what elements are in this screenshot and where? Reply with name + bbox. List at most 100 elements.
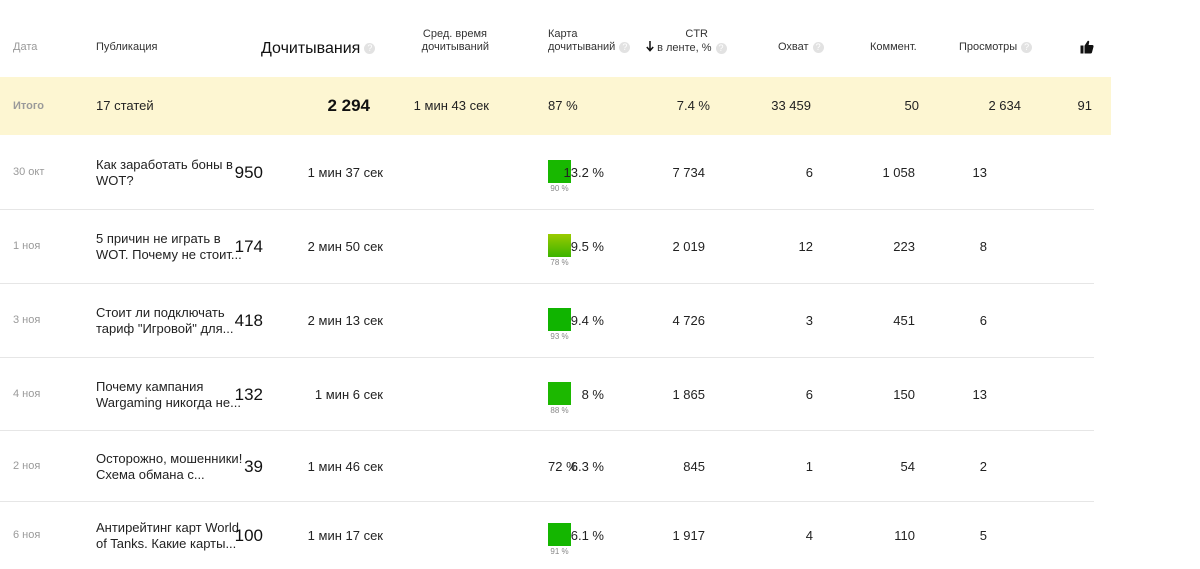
help-icon[interactable]: ?	[1021, 41, 1033, 53]
total-map: 87 %	[548, 98, 578, 113]
row-title-line1: Как заработать боны в	[96, 157, 233, 172]
row-views: 1 058	[882, 165, 915, 180]
row-likes: 13	[972, 165, 987, 180]
row-likes: 2	[979, 458, 987, 474]
header-publication[interactable]: Публикация	[96, 41, 158, 53]
row-map-percent: 78 %	[550, 258, 569, 267]
row-divider	[0, 430, 1094, 431]
row-title-line2: Wargaming никогда не...	[96, 394, 241, 410]
reading-map-thumbnail[interactable]	[548, 234, 571, 257]
header-avg-time-line2: дочитываний	[421, 41, 489, 53]
arrow-down-icon	[646, 41, 654, 52]
row-date: 4 ноя	[13, 387, 41, 400]
row-date: 30 окт	[13, 166, 45, 178]
total-publication: 17 статей	[96, 98, 154, 113]
row-map-percent: 72 %	[548, 458, 578, 474]
total-avg-time: 1 мин 43 сек	[413, 98, 489, 113]
row-comments: 12	[798, 239, 813, 254]
reading-map-thumbnail[interactable]	[548, 160, 571, 183]
header-views-label: Просмотры	[959, 41, 1018, 53]
row-reads: 418	[234, 311, 263, 330]
row-title[interactable]: Как заработать боны в WOT?	[96, 157, 261, 189]
help-icon[interactable]: ?	[619, 41, 631, 53]
row-title-line1: Осторожно, мошенники!	[96, 450, 243, 466]
reading-map-thumbnail[interactable]	[548, 522, 571, 546]
total-reach: 33 459	[771, 98, 811, 113]
help-icon[interactable]: ?	[812, 41, 824, 53]
total-likes: 91	[1077, 98, 1092, 113]
row-avg-time: 1 мин 17 сек	[307, 527, 383, 543]
row-title[interactable]: Осторожно, мошенники! Схема обмана с...	[96, 451, 261, 483]
row-avg-time: 1 мин 6 сек	[314, 386, 383, 402]
help-icon[interactable]: ?	[364, 43, 376, 55]
row-title-line1: Антирейтинг карт World	[96, 519, 239, 535]
row-avg-time: 1 мин 46 сек	[307, 458, 383, 474]
row-reach: 7 734	[672, 165, 705, 180]
header-ctr-line2: в ленте, %	[657, 42, 712, 54]
row-comments: 6	[805, 165, 813, 180]
row-ctr: 8 %	[581, 386, 604, 402]
total-views: 2 634	[988, 98, 1021, 113]
table-row[interactable]: 1 ноя 5 причин не играть в WOT. Почему не …	[0, 210, 1094, 284]
row-comments: 1	[805, 458, 813, 474]
thumbs-up-icon[interactable]	[1080, 40, 1094, 54]
row-views: 54	[900, 458, 915, 474]
header-map[interactable]: Карта дочитываний?	[548, 28, 631, 54]
header-reach-label: Охват	[778, 41, 809, 53]
table-row[interactable]: 4 ноя Почему кампания Wargaming никогда не…	[0, 358, 1094, 431]
row-map-percent: 90 %	[550, 184, 569, 193]
row-comments: 4	[805, 527, 813, 543]
row-title-line1: 5 причин не играть в	[96, 231, 221, 246]
row-title[interactable]: Антирейтинг карт World of Tanks. Какие ка…	[96, 520, 261, 552]
row-title[interactable]: 5 причин не играть в WOT. Почему не стоит…	[96, 231, 261, 263]
header-comments[interactable]: Коммент.	[870, 41, 917, 53]
row-likes: 5	[979, 527, 987, 543]
row-divider	[0, 501, 1094, 502]
total-label: Итого	[13, 100, 45, 112]
row-title[interactable]: Стоит ли подключать тариф "Игровой" для..…	[96, 305, 261, 337]
row-views: 150	[893, 386, 915, 402]
row-reach: 845	[683, 458, 705, 474]
row-reads: 39	[244, 456, 263, 476]
header-date[interactable]: Дата	[13, 41, 38, 53]
row-reach: 1 865	[672, 386, 705, 402]
row-likes: 6	[979, 313, 987, 328]
row-date: 6 ноя	[13, 528, 41, 541]
header-ctr[interactable]: CTR в ленте, %?	[646, 28, 727, 55]
total-row: Итого 17 статей 2 294 1 мин 43 сек 87 % …	[0, 77, 1111, 135]
total-ctr: 7.4 %	[676, 98, 710, 113]
table-row[interactable]: 3 ноя Стоит ли подключать тариф "Игровой" …	[0, 284, 1094, 358]
header-avg-time-line1: Сред. время	[422, 28, 487, 40]
header-map-line2: дочитываний	[548, 41, 616, 53]
row-reads: 950	[234, 163, 263, 182]
row-map-percent: 88 %	[550, 405, 569, 415]
row-reach: 4 726	[672, 313, 705, 328]
reading-map-thumbnail[interactable]	[548, 381, 571, 405]
header-reach[interactable]: Охват?	[778, 41, 824, 54]
total-comments: 50	[904, 98, 919, 113]
row-ctr: 9.4 %	[570, 313, 604, 328]
row-title-line2: WOT. Почему не стоит...	[96, 247, 242, 262]
row-reads: 174	[234, 237, 263, 256]
row-map-percent: 91 %	[550, 546, 569, 556]
header-map-line1: Карта	[548, 28, 578, 40]
row-map-percent: 93 %	[550, 332, 569, 341]
row-comments: 6	[805, 386, 813, 402]
row-title-line2: WOT?	[96, 173, 134, 188]
row-date: 3 ноя	[13, 314, 41, 326]
table-row[interactable]: 30 окт Как заработать боны в WOT? 950 1 мин …	[0, 136, 1094, 210]
row-title-line1: Стоит ли подключать	[96, 305, 225, 320]
row-reach: 2 019	[672, 239, 705, 254]
row-title-line2: of Tanks. Какие карты...	[96, 535, 237, 551]
row-avg-time: 1 мин 37 сек	[307, 165, 383, 180]
row-title[interactable]: Почему кампания Wargaming никогда не...	[96, 379, 261, 411]
table-row[interactable]: 2 ноя Осторожно, мошенники! Схема обмана с…	[0, 431, 1094, 502]
header-reads[interactable]: Дочитывания?	[261, 40, 376, 58]
table-row[interactable]: 6 ноя Антирейтинг карт World of Tanks. Как…	[0, 502, 1094, 569]
help-icon[interactable]: ?	[715, 42, 727, 54]
reading-map-thumbnail[interactable]	[548, 308, 571, 331]
row-date: 2 ноя	[13, 459, 41, 472]
row-ctr: 6.1 %	[570, 527, 604, 543]
header-views[interactable]: Просмотры?	[959, 41, 1033, 54]
row-divider	[0, 283, 1094, 284]
